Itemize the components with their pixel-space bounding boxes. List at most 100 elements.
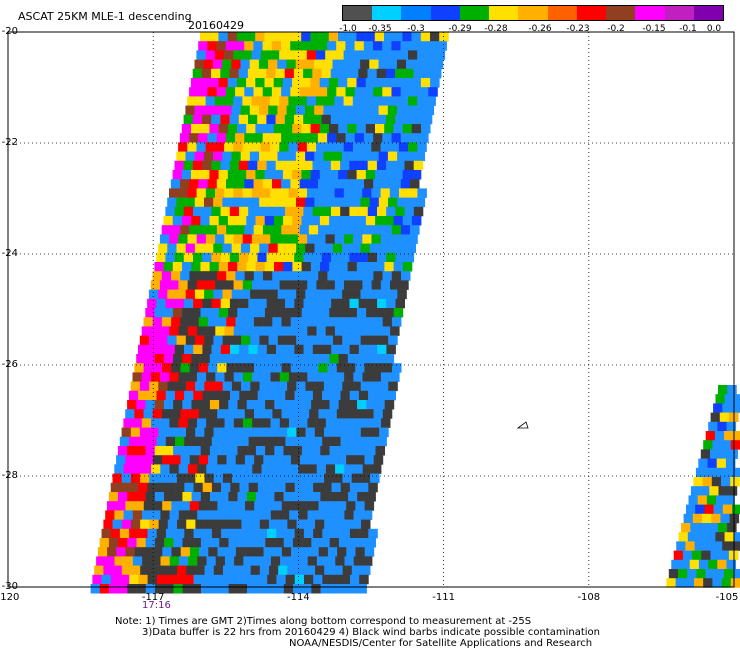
swath-cell [391, 271, 402, 281]
swath-cell [191, 584, 202, 594]
swath-cell [388, 381, 398, 392]
swath-cell [366, 308, 376, 318]
swath-cell [207, 41, 217, 51]
swath-cell [195, 427, 205, 438]
swath-cell [265, 584, 275, 594]
swath-cell [345, 87, 355, 97]
swath-cell [303, 160, 313, 171]
swath-cell [200, 32, 210, 42]
swath-cell [287, 519, 297, 530]
swath-cell [397, 289, 407, 300]
swath-cell [187, 96, 197, 106]
swath-map [7, 31, 740, 594]
swath-cell [332, 243, 343, 254]
swath-cell [325, 326, 336, 336]
swath-cell [197, 464, 207, 474]
swath-cell [332, 289, 343, 300]
swath-cell [150, 372, 161, 382]
swath-cell [266, 114, 276, 125]
swath-cell [280, 556, 290, 566]
swath-cell [312, 160, 322, 171]
swath-cell [375, 446, 385, 456]
swath-cell [170, 225, 181, 235]
swath-cell [260, 96, 271, 106]
swath-cell [422, 68, 433, 79]
swath-cell [334, 326, 345, 336]
swath-cell [706, 495, 717, 505]
swath-cell [248, 298, 258, 309]
swath-cell [193, 252, 203, 263]
swath-cell [262, 133, 273, 143]
swath-cell [327, 87, 337, 97]
swath-cell [163, 354, 174, 364]
swath-cell [368, 436, 378, 447]
swath-cell [219, 584, 229, 594]
swath-cell [351, 289, 361, 300]
swath-cell [257, 206, 267, 217]
swath-cell [727, 385, 737, 395]
swath-cell [428, 87, 438, 97]
swath-cell [283, 216, 293, 226]
swath-cell [349, 482, 360, 493]
swath-cell [323, 197, 334, 208]
swath-cell [178, 280, 188, 290]
legend-swatch [547, 6, 577, 20]
swath-cell [678, 569, 688, 579]
swath-cell [139, 335, 150, 346]
swath-cell [340, 482, 351, 493]
swath-cell [369, 151, 379, 162]
swath-cell [721, 440, 732, 450]
swath-cell [237, 492, 248, 502]
swath-cell [195, 335, 205, 346]
legend-tick-label: -1.0 [339, 24, 357, 34]
swath-cell [700, 449, 711, 459]
swath-cell [255, 308, 266, 318]
swath-cell [189, 225, 199, 235]
swath-cell [187, 464, 198, 474]
swath-cell [699, 523, 709, 533]
swath-cell [721, 477, 731, 487]
swath-cell [252, 418, 262, 428]
swath-cell [158, 519, 169, 530]
swath-cell [292, 170, 302, 180]
swath-cell [248, 160, 258, 171]
swath-cell [345, 179, 356, 189]
swath-cell [382, 317, 393, 327]
swath-cell [193, 436, 203, 447]
swath-cell [263, 317, 273, 327]
swath-cell [200, 354, 211, 364]
legend-swatch [664, 6, 694, 20]
swath-cell [209, 78, 219, 88]
legend-tick-label: -0.3 [407, 24, 425, 34]
swath-cell [202, 436, 213, 447]
swath-cell [400, 133, 411, 143]
swath-cell [294, 206, 304, 217]
swath-cell [176, 243, 186, 254]
swath-cell [185, 289, 196, 300]
swath-cell [263, 409, 273, 419]
swath-cell [254, 363, 264, 373]
swath-cell [198, 317, 209, 327]
swath-cell [108, 492, 119, 502]
swath-cell [730, 440, 740, 450]
swath-cell [125, 409, 135, 419]
swath-cell [724, 431, 734, 441]
swath-cell [248, 344, 258, 355]
swath-cell [270, 280, 280, 290]
swath-cell [275, 68, 285, 79]
swath-cell [213, 519, 224, 530]
swath-cell [701, 550, 711, 561]
swath-cell [265, 400, 275, 410]
swath-cell [311, 584, 321, 594]
swath-cell [725, 458, 736, 469]
swath-cell [353, 326, 363, 336]
swath-cell [129, 574, 139, 585]
swath-cell [325, 234, 335, 244]
swath-cell [309, 501, 319, 511]
swath-cell [336, 225, 346, 235]
swath-cell [297, 234, 308, 244]
swath-cell [380, 372, 391, 382]
swath-cell [184, 344, 194, 355]
swath-cell [290, 317, 301, 327]
legend-tick-label: 0.0 [706, 24, 722, 34]
